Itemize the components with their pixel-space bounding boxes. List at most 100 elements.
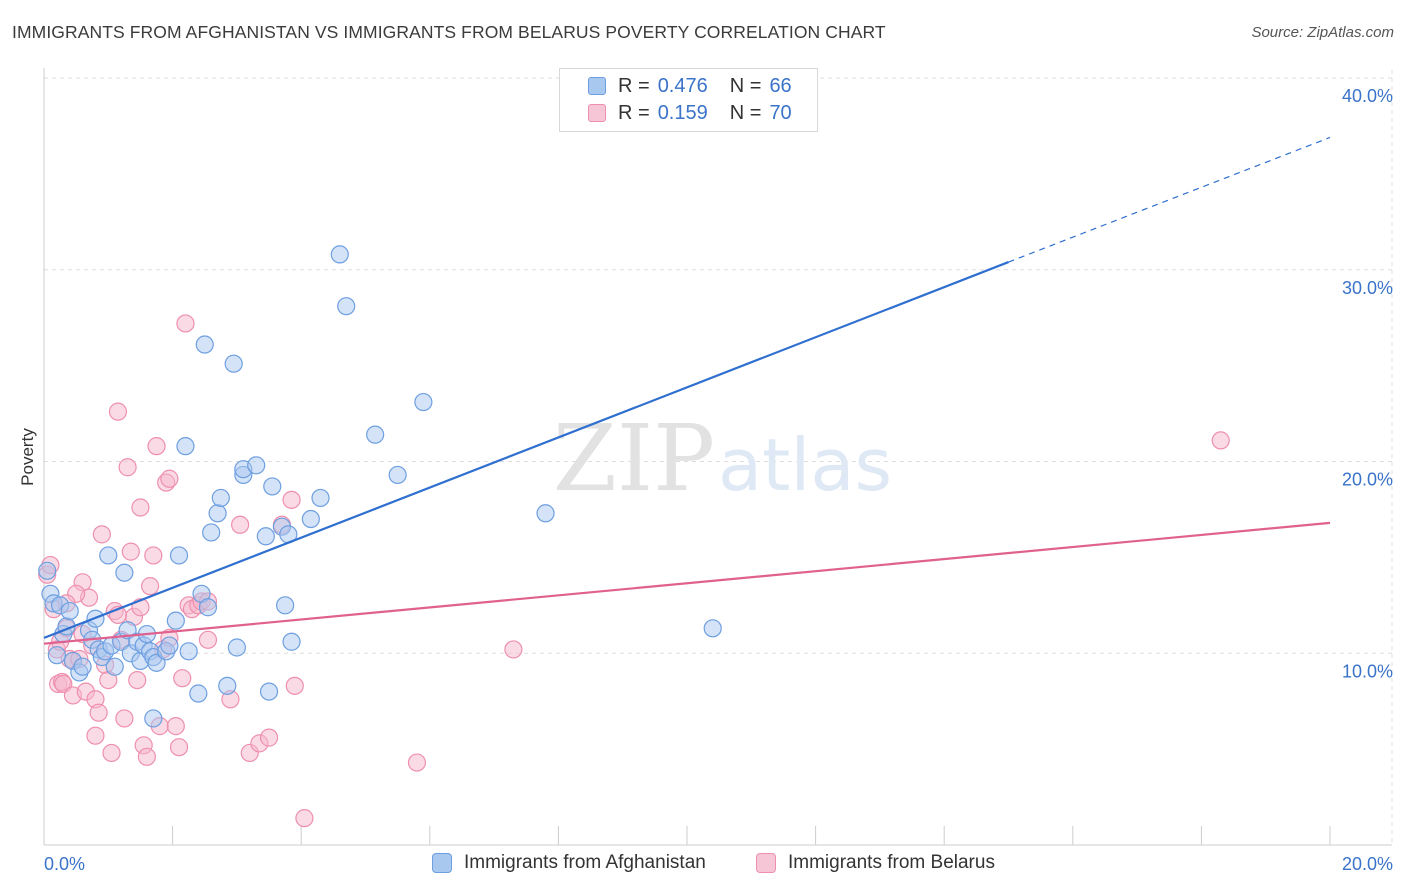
legend-swatch-blue [588, 77, 606, 95]
data-point-afghanistan [276, 596, 295, 615]
data-point-afghanistan [224, 354, 243, 373]
y-tick-label: 40.0% [1342, 86, 1393, 106]
legend-row-afghanistan: R = 0.476 N = 66 [588, 73, 792, 99]
data-point-afghanistan [166, 611, 185, 630]
y-tick-label: 20.0% [1342, 470, 1393, 490]
legend-item-afghanistan[interactable]: Immigrants from Afghanistan [432, 852, 706, 874]
data-point-afghanistan [189, 684, 208, 703]
data-point-afghanistan [179, 642, 198, 661]
watermark-atlas: atlas [718, 423, 892, 507]
data-point-afghanistan [247, 456, 266, 475]
chart-title: IMMIGRANTS FROM AFGHANISTAN VS IMMIGRANT… [12, 22, 886, 42]
data-point-afghanistan [169, 546, 189, 565]
data-point-belarus [115, 709, 134, 728]
data-point-afghanistan [256, 527, 275, 546]
data-point-belarus [121, 542, 140, 561]
data-point-afghanistan [703, 619, 722, 638]
data-point-afghanistan [115, 563, 134, 582]
data-point-afghanistan [227, 638, 246, 657]
data-point-afghanistan [388, 465, 407, 485]
data-point-belarus [89, 703, 108, 722]
data-point-afghanistan [195, 335, 214, 354]
data-point-belarus [259, 728, 279, 747]
data-point-belarus [128, 670, 147, 690]
data-point-afghanistan [144, 709, 163, 728]
data-point-belarus [144, 546, 163, 565]
legend-n-value: 70 [769, 101, 792, 124]
data-point-belarus [176, 314, 195, 333]
data-point-belarus [285, 676, 304, 695]
legend-swatch-pink [588, 104, 606, 122]
data-point-belarus [131, 498, 150, 517]
legend-swatch-pink [756, 853, 776, 873]
data-point-afghanistan [414, 392, 433, 412]
data-point-belarus [295, 809, 314, 828]
legend-swatch-blue [432, 853, 452, 873]
legend-r-label: R = [618, 74, 650, 97]
data-point-belarus [86, 726, 105, 745]
data-point-afghanistan [105, 657, 124, 676]
trend-lines [43, 136, 1331, 645]
legend-item-belarus[interactable]: Immigrants from Belarus [756, 852, 995, 874]
watermark-zip: ZIP [553, 405, 715, 512]
data-point-belarus [102, 743, 121, 763]
data-point-afghanistan [366, 425, 385, 444]
data-point-afghanistan [263, 477, 282, 496]
axes [43, 68, 1392, 846]
data-point-afghanistan [60, 601, 79, 621]
data-point-belarus [147, 437, 166, 456]
data-point-belarus [282, 490, 301, 509]
x-tick-label: 20.0% [1342, 854, 1393, 874]
y-axis-label: Poverty [18, 428, 37, 486]
legend-r-value: 0.476 [657, 74, 708, 97]
data-point-afghanistan [198, 598, 218, 617]
watermark: ZIP atlas [553, 405, 892, 512]
y-tick-label: 30.0% [1342, 278, 1393, 298]
series-legend: Immigrants from Afghanistan Immigrants f… [0, 852, 1406, 878]
legend-r-value: 0.159 [657, 101, 708, 124]
data-point-afghanistan [38, 561, 57, 580]
legend-n-label: N = [729, 74, 762, 97]
data-point-belarus [1211, 431, 1230, 450]
source-label: Source: ZipAtlas.com [1251, 24, 1394, 41]
tick-labels: 10.0% 20.0% 30.0% 40.0% 0.0% 20.0% [44, 86, 1393, 874]
data-point-belarus [160, 469, 179, 488]
data-point-afghanistan [99, 546, 118, 565]
data-point-afghanistan [311, 488, 330, 508]
data-point-afghanistan [330, 245, 349, 264]
data-point-afghanistan [208, 504, 227, 523]
legend-r-label: R = [618, 101, 650, 124]
data-point-belarus [92, 525, 111, 544]
data-point-belarus [108, 402, 128, 421]
data-point-belarus [137, 747, 156, 766]
legend-n-label: N = [729, 101, 762, 124]
grid-lines [44, 70, 1393, 845]
legend-label-belarus: Immigrants from Belarus [788, 852, 995, 873]
data-point-afghanistan [536, 504, 555, 523]
legend-n-value: 66 [769, 74, 792, 97]
data-point-afghanistan [282, 632, 301, 651]
data-point-belarus [504, 640, 523, 659]
data-point-afghanistan [211, 488, 230, 508]
data-point-belarus [118, 458, 137, 477]
data-point-afghanistan [47, 646, 66, 665]
trendline-belarus [43, 521, 1331, 645]
data-point-belarus [169, 738, 189, 757]
legend-label-afghanistan: Immigrants from Afghanistan [464, 852, 706, 873]
legend-row-belarus: R = 0.159 N = 70 [588, 100, 792, 126]
data-point-afghanistan [73, 657, 92, 676]
y-tick-label: 10.0% [1342, 661, 1393, 681]
trendline-afghanistan-extension [1008, 136, 1331, 263]
data-point-afghanistan [259, 682, 279, 701]
data-point-afghanistan [160, 636, 179, 655]
correlation-legend: R = 0.476 N = 66 R = 0.159 N = 70 [559, 68, 818, 132]
data-point-afghanistan [176, 437, 195, 456]
data-point-belarus [140, 577, 160, 596]
data-point-belarus [198, 630, 218, 649]
data-point-afghanistan [218, 676, 237, 695]
x-tick-label: 0.0% [44, 854, 85, 874]
data-point-belarus [231, 515, 250, 534]
data-point-afghanistan [202, 523, 221, 542]
data-point-belarus [173, 669, 192, 688]
